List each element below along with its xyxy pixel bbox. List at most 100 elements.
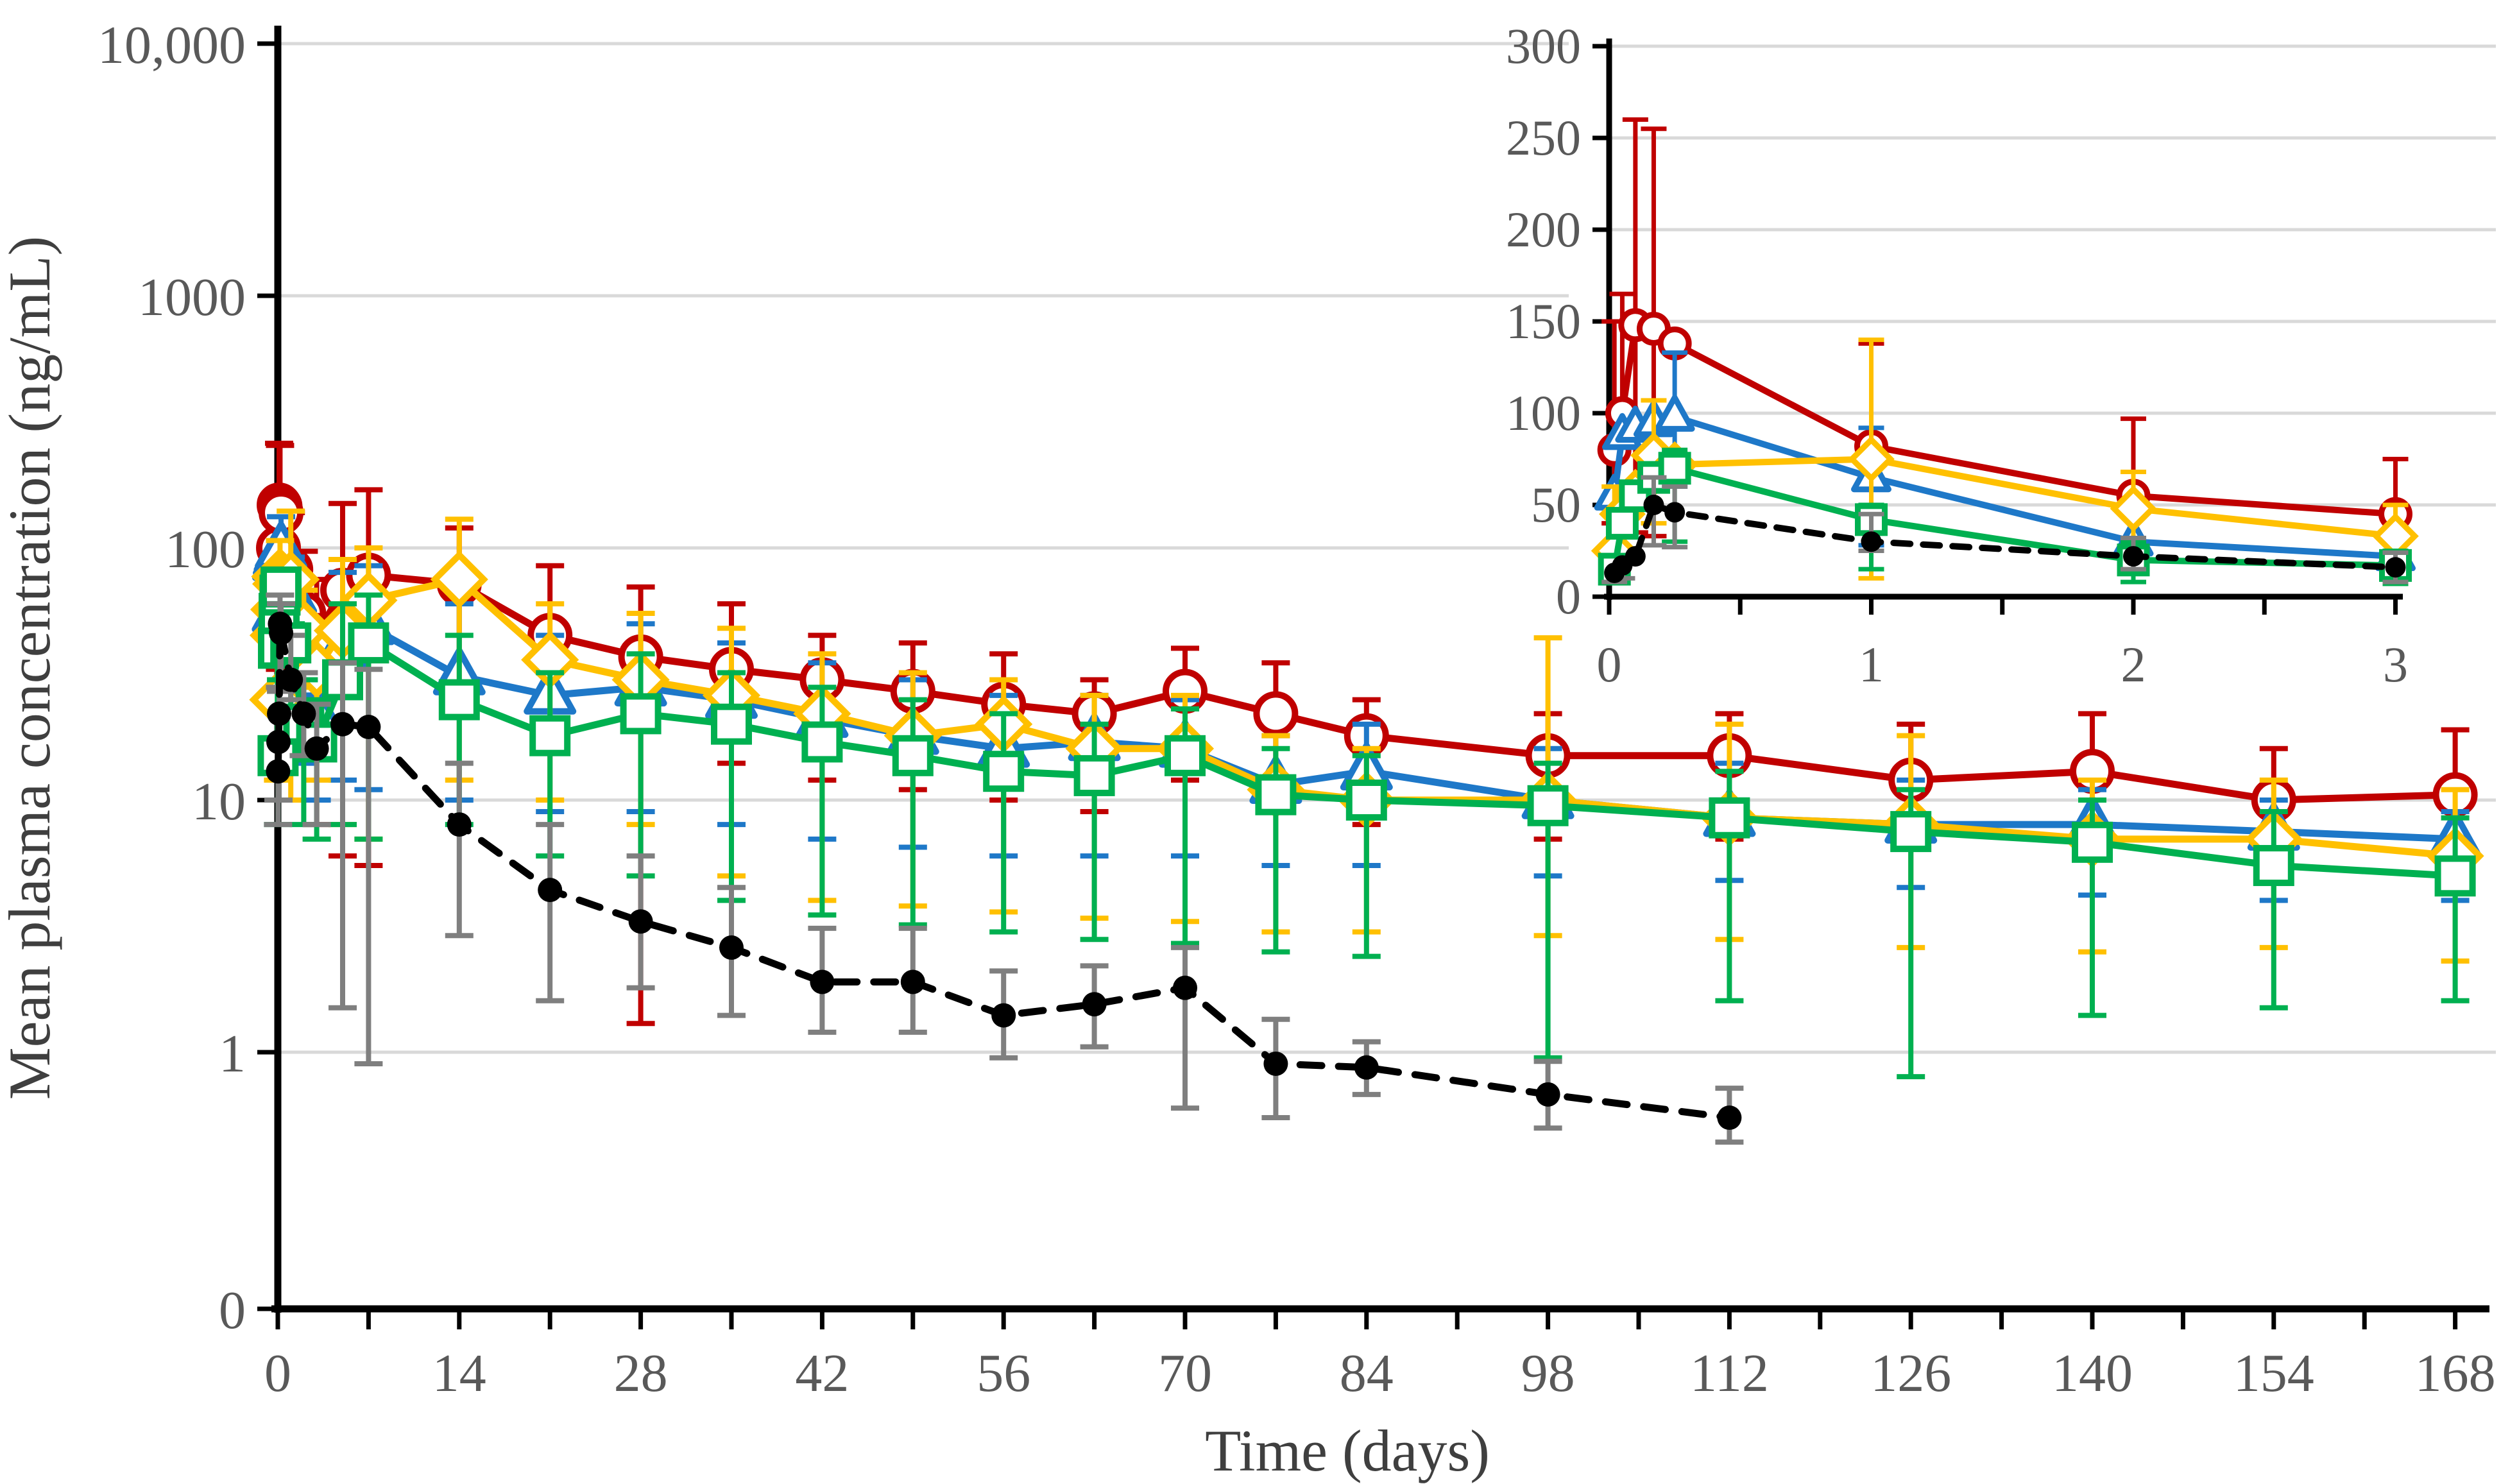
tick-label: 10,000 bbox=[98, 15, 246, 75]
inset-series bbox=[1591, 117, 2419, 586]
marker-dot bbox=[266, 729, 291, 755]
marker-dot bbox=[278, 667, 303, 692]
marker-dot bbox=[1861, 531, 1882, 552]
marker-dot bbox=[447, 812, 472, 837]
marker-diamond bbox=[430, 550, 488, 609]
tick-label: 100 bbox=[165, 520, 246, 579]
tick-label: 98 bbox=[1521, 1343, 1575, 1403]
inset-x-ticks bbox=[1607, 597, 2398, 615]
tick-label: 0 bbox=[219, 1281, 246, 1340]
marker-dot bbox=[1664, 502, 1686, 523]
tick-label: 100 bbox=[1506, 385, 1581, 441]
marker-dot bbox=[266, 759, 291, 784]
marker-dot bbox=[1535, 1082, 1560, 1107]
tick-label: 0 bbox=[1597, 636, 1622, 692]
main-series bbox=[249, 440, 2484, 1145]
marker-dot bbox=[1354, 1055, 1379, 1080]
marker-square bbox=[1073, 755, 1115, 796]
tick-label: 200 bbox=[1506, 201, 1581, 257]
tick-label: 0 bbox=[264, 1343, 291, 1403]
marker-dot bbox=[269, 620, 294, 645]
marker-square bbox=[348, 622, 389, 664]
tick-label: 300 bbox=[1506, 18, 1581, 74]
marker-dot bbox=[1263, 1051, 1288, 1076]
marker-square bbox=[2434, 855, 2476, 897]
marker-dot bbox=[628, 909, 653, 934]
marker-dot bbox=[304, 736, 329, 761]
main-x-tick-labels: 0 14 28 42 56 70 84 98 112 126 140 154 168 bbox=[264, 1343, 2496, 1403]
marker-square bbox=[438, 679, 480, 721]
marker-dot bbox=[991, 1003, 1016, 1028]
marker-dot bbox=[538, 878, 563, 903]
marker-square bbox=[1527, 785, 1569, 826]
inset-x-tick-labels: 0 1 2 3 bbox=[1597, 636, 2409, 692]
marker-dot bbox=[810, 969, 835, 994]
tick-label: 140 bbox=[2052, 1343, 2133, 1403]
marker-dot bbox=[900, 969, 925, 994]
tick-label: 250 bbox=[1506, 110, 1581, 166]
tick-label: 2 bbox=[2121, 636, 2146, 692]
tick-label: 0 bbox=[1556, 568, 1581, 624]
markers-black-dots bbox=[1604, 495, 2406, 583]
tick-label: 112 bbox=[1690, 1343, 1769, 1403]
marker-diamond bbox=[1848, 436, 1895, 482]
main-x-ticks bbox=[275, 1309, 2458, 1329]
marker-square bbox=[1345, 780, 1387, 821]
tick-label: 84 bbox=[1340, 1343, 1394, 1403]
markers-black-dots bbox=[266, 611, 1742, 1130]
inset-y-tick-labels: 0 50 100 150 200 250 300 bbox=[1506, 18, 1581, 624]
tick-label: 1000 bbox=[138, 268, 246, 327]
tick-label: 126 bbox=[1870, 1343, 1951, 1403]
marker-square bbox=[983, 751, 1025, 792]
tick-label: 168 bbox=[2415, 1343, 2496, 1403]
marker-dot bbox=[719, 935, 744, 960]
marker-dot bbox=[330, 712, 355, 737]
marker-circle bbox=[1253, 691, 1299, 737]
tick-label: 10 bbox=[192, 772, 246, 832]
tick-label: 50 bbox=[1531, 477, 1581, 533]
tick-label: 1 bbox=[1859, 636, 1884, 692]
marker-square bbox=[2072, 821, 2113, 863]
marker-square bbox=[892, 735, 934, 776]
main-y-tick-labels: 0 1 10 100 1000 10,000 bbox=[98, 15, 246, 1340]
marker-dot bbox=[291, 701, 316, 726]
marker-square bbox=[1165, 735, 1206, 776]
marker-square bbox=[1709, 797, 1750, 839]
inset-chart: 0 1 2 3 0 50 100 150 200 250 300 bbox=[1506, 16, 2501, 692]
marker-square bbox=[620, 693, 662, 735]
marker-dot bbox=[356, 715, 381, 740]
marker-square bbox=[711, 703, 752, 745]
series-black-dots bbox=[1601, 475, 2409, 584]
marker-square bbox=[529, 715, 571, 756]
tick-label: 3 bbox=[2383, 636, 2408, 692]
tick-label: 150 bbox=[1506, 293, 1581, 349]
tick-label: 14 bbox=[432, 1343, 486, 1403]
tick-label: 56 bbox=[977, 1343, 1030, 1403]
tick-label: 154 bbox=[2233, 1343, 2314, 1403]
marker-square bbox=[1890, 811, 1932, 853]
main-chart: 0 14 28 42 56 70 84 98 112 126 140 154 1680110100100… bbox=[98, 15, 2496, 1403]
marker-dot bbox=[1173, 975, 1197, 1000]
marker-square bbox=[801, 721, 843, 763]
marker-triangle bbox=[1654, 395, 1695, 432]
y-axis-title: Mean plasma concentration (ng/mL) bbox=[0, 235, 62, 1100]
tick-label: 1 bbox=[219, 1024, 246, 1084]
marker-dot bbox=[2385, 557, 2406, 578]
marker-square bbox=[1255, 774, 1297, 815]
inset-gridlines bbox=[1609, 44, 2496, 507]
marker-dot bbox=[267, 701, 292, 726]
marker-dot bbox=[1082, 992, 1107, 1017]
marker-dot bbox=[2123, 546, 2144, 567]
marker-dot bbox=[1643, 495, 1664, 515]
marker-dot bbox=[1625, 546, 1646, 567]
x-axis-title: Time (days) bbox=[1205, 1418, 1490, 1483]
tick-label: 42 bbox=[795, 1343, 849, 1403]
marker-diamond bbox=[2110, 485, 2157, 533]
marker-square bbox=[2253, 845, 2294, 887]
marker-square bbox=[1605, 507, 1639, 540]
tick-label: 70 bbox=[1158, 1343, 1212, 1403]
series-black-dots bbox=[264, 592, 1744, 1145]
marker-dot bbox=[1717, 1105, 1742, 1130]
